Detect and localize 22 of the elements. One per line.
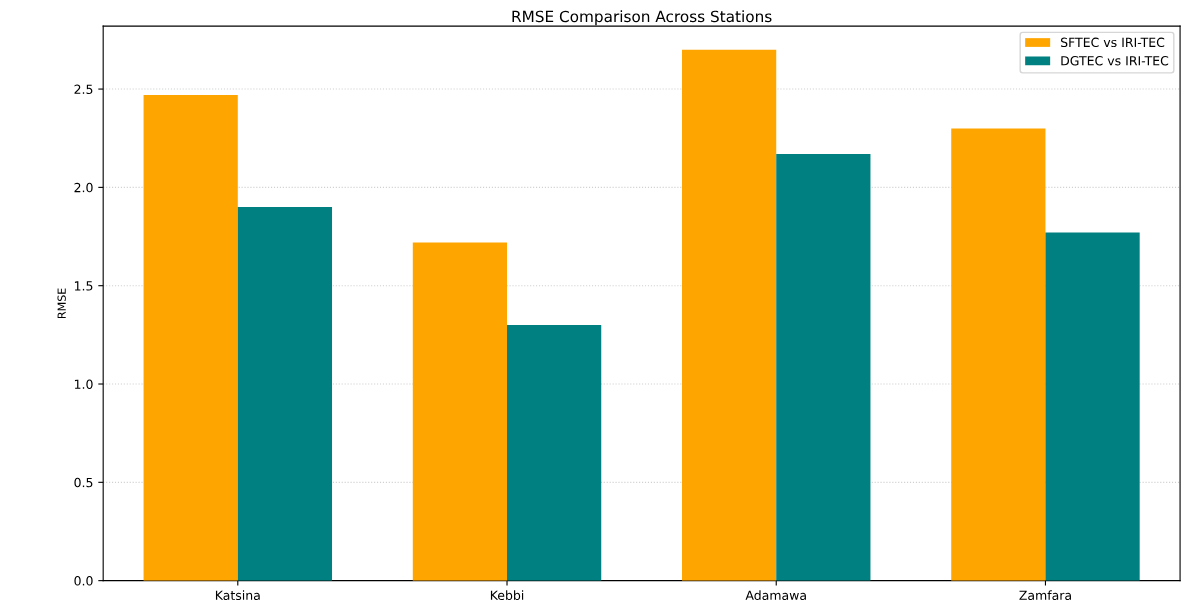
bar	[776, 153, 871, 581]
x-tick-label: Zamfara	[1019, 590, 1071, 601]
x-tick-label: Adamawa	[745, 590, 806, 601]
bar	[682, 49, 777, 581]
chart-title: RMSE Comparison Across Stations	[512, 10, 772, 26]
y-tick-label: 1.0	[74, 379, 93, 389]
bar	[143, 94, 238, 581]
bar	[237, 207, 333, 581]
x-tick-label: Katsina	[215, 590, 260, 601]
x-tick-label: Kebbi	[490, 590, 524, 601]
y-tick-label: 0.0	[74, 576, 93, 586]
bar	[412, 242, 508, 581]
bar	[951, 128, 1046, 581]
legend-label: DGTEC vs IRI-TEC	[1061, 55, 1169, 66]
bar	[1045, 232, 1140, 581]
y-tick-label: 2.0	[74, 182, 93, 193]
y-axis-title: RMSE	[57, 288, 66, 318]
bar	[507, 325, 602, 581]
y-tick-label: 2.5	[74, 84, 93, 94]
y-tick-label: 0.5	[74, 477, 93, 488]
y-tick-label: 1.5	[74, 281, 93, 291]
legend-label: SFTEC vs IRI-TEC	[1060, 37, 1165, 48]
